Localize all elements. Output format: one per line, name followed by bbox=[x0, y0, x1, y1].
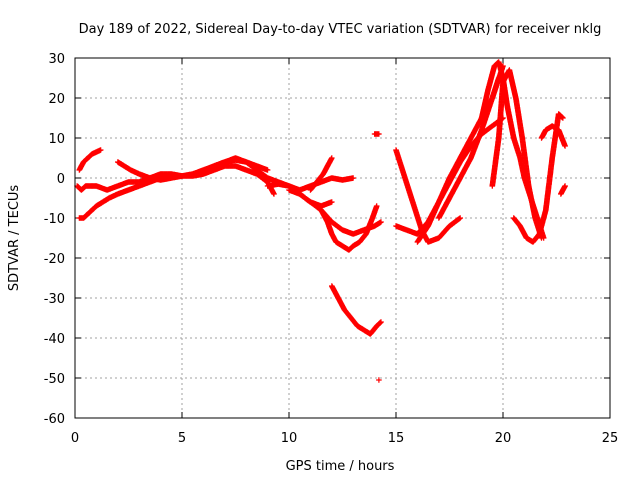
y-tick-label: -40 bbox=[44, 332, 65, 347]
data-points bbox=[74, 59, 568, 383]
x-tick-label: 0 bbox=[71, 431, 79, 446]
data-point bbox=[562, 143, 568, 149]
y-tick-label: 20 bbox=[48, 92, 65, 107]
y-tick-label: -20 bbox=[44, 252, 65, 267]
x-tick-labels: 0 5 10 15 20 25 bbox=[71, 431, 618, 446]
y-tick-label: 10 bbox=[48, 132, 65, 147]
data-point bbox=[329, 155, 335, 161]
y-tick-label: -10 bbox=[44, 212, 65, 227]
data-point bbox=[538, 235, 545, 241]
x-tick-label: 20 bbox=[495, 431, 512, 446]
x-tick-label: 25 bbox=[602, 431, 619, 446]
data-point bbox=[97, 147, 104, 153]
data-point bbox=[378, 219, 384, 225]
y-tick-label: -60 bbox=[44, 412, 65, 427]
data-point bbox=[271, 191, 277, 197]
x-tick-label: 10 bbox=[281, 431, 298, 446]
data-point bbox=[376, 131, 382, 137]
data-point bbox=[560, 115, 566, 121]
x-tick-label: 15 bbox=[388, 431, 405, 446]
y-tick-label: 0 bbox=[57, 172, 65, 187]
data-point bbox=[329, 199, 335, 205]
plot-frame bbox=[74, 57, 611, 419]
data-point bbox=[378, 319, 384, 325]
data-point bbox=[264, 167, 271, 173]
data-point bbox=[373, 203, 380, 209]
x-axis-label: GPS time / hours bbox=[286, 459, 395, 474]
data-point bbox=[562, 183, 568, 189]
data-point bbox=[350, 175, 356, 181]
y-tick-label: -50 bbox=[44, 372, 65, 387]
data-point bbox=[179, 173, 185, 179]
x-tick-label: 5 bbox=[178, 431, 186, 446]
y-axis-label: SDTVAR / TECUs bbox=[7, 185, 22, 292]
data-point bbox=[376, 377, 382, 383]
y-tick-label: -30 bbox=[44, 292, 65, 307]
y-tick-label: 30 bbox=[48, 52, 65, 67]
chart-title: Day 189 of 2022, Sidereal Day-to-day VTE… bbox=[79, 22, 602, 37]
y-tick-labels: -60 -50 -40 -30 -20 -10 0 10 20 30 bbox=[44, 52, 65, 427]
data-point bbox=[457, 215, 463, 221]
